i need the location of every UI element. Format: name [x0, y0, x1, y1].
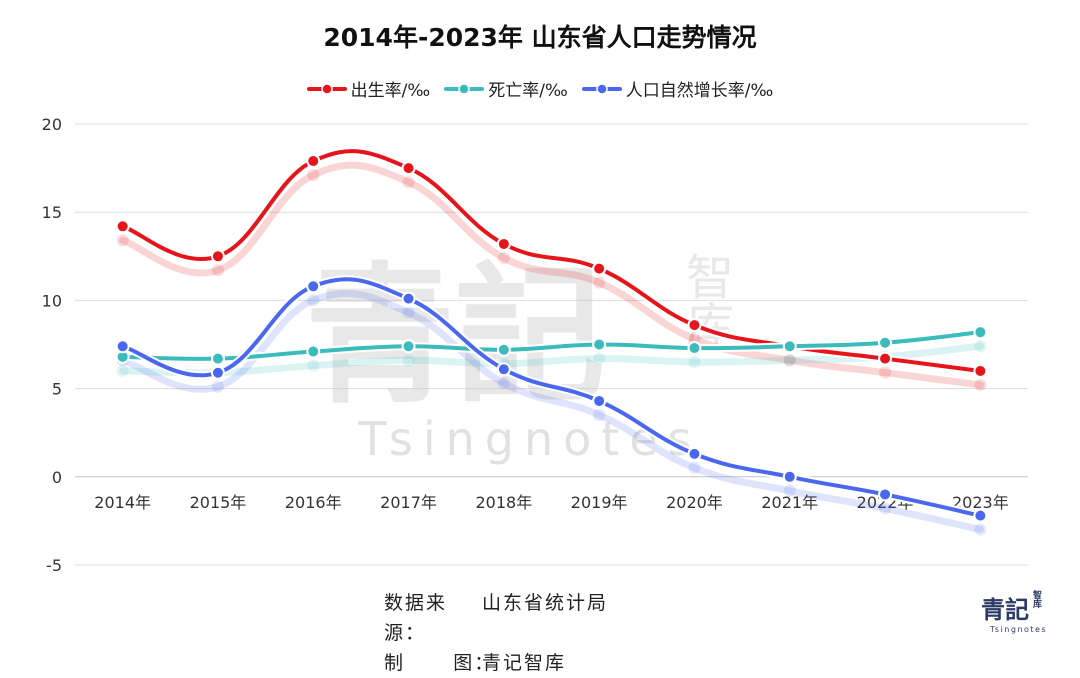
- y-tick-label: 10: [42, 291, 62, 310]
- data-point-death[interactable]: [878, 335, 893, 350]
- data-point-growth[interactable]: [592, 393, 607, 408]
- legend-marker-growth: [581, 82, 622, 95]
- point-shadow-growth: [593, 408, 606, 421]
- maker-key: 制 图：: [384, 652, 496, 674]
- chart-title: 2014年-2023年 山东省人口走势情况: [323, 23, 757, 52]
- data-point-growth[interactable]: [878, 487, 893, 502]
- x-tick-label: 2019年: [571, 493, 628, 512]
- point-shadow-birth: [307, 169, 320, 182]
- series-line-birth: [120, 149, 983, 373]
- point-shadow-death: [307, 359, 320, 372]
- data-point-birth[interactable]: [878, 351, 893, 366]
- legend-item-death[interactable]: 死亡率/‰: [444, 76, 568, 101]
- data-point-growth[interactable]: [973, 508, 988, 523]
- data-point-birth[interactable]: [496, 236, 511, 251]
- point-shadow-death: [688, 356, 701, 369]
- data-point-birth[interactable]: [592, 261, 607, 276]
- data-point-growth[interactable]: [210, 365, 225, 380]
- data-point-death[interactable]: [496, 342, 511, 357]
- legend-marker-death: [444, 82, 485, 95]
- data-point-birth[interactable]: [401, 161, 416, 176]
- y-tick-label: 5: [52, 380, 62, 399]
- brand-en-text: Tsingnotes: [989, 625, 1048, 634]
- y-tick-label: -5: [46, 556, 62, 575]
- x-tick-label: 2015年: [190, 493, 247, 512]
- point-shadow-death: [593, 352, 606, 365]
- legend-label-death: 死亡率/‰: [488, 81, 568, 101]
- brand-main-text: 青記: [981, 595, 1029, 624]
- point-shadow-growth: [211, 380, 224, 393]
- x-tick-label: 2017年: [380, 493, 437, 512]
- data-point-birth[interactable]: [687, 318, 702, 333]
- point-shadow-growth: [688, 461, 701, 474]
- point-shadow-death: [974, 340, 987, 353]
- data-point-death[interactable]: [210, 351, 225, 366]
- y-tick-label: 20: [42, 115, 62, 134]
- maker-value: 青记智库: [482, 652, 567, 674]
- legend-label-growth: 人口自然增长率/‰: [625, 81, 774, 101]
- x-tick-label: 2020年: [666, 493, 723, 512]
- point-shadow-growth: [497, 377, 510, 390]
- point-shadow-death: [116, 364, 129, 377]
- footer-source: 数据来源： 山东省统计局 制 图： 青记智库: [384, 588, 608, 678]
- series-line-growth: [120, 277, 983, 518]
- legend-marker-birth: [306, 82, 347, 95]
- point-shadow-growth: [879, 502, 892, 515]
- point-shadow-birth: [402, 176, 415, 189]
- x-tick-label: 2018年: [475, 493, 532, 512]
- x-tick-label: 2021年: [761, 493, 818, 512]
- data-point-death[interactable]: [592, 337, 607, 352]
- data-point-death[interactable]: [782, 339, 797, 354]
- brand-logo: 青記 智库 Tsingnotes: [981, 590, 1056, 634]
- point-shadow-growth: [402, 306, 415, 319]
- data-point-growth[interactable]: [687, 446, 702, 461]
- data-point-birth[interactable]: [115, 219, 130, 234]
- y-tick-label: 15: [42, 203, 62, 222]
- data-point-death[interactable]: [306, 344, 321, 359]
- x-tick-label: 2023年: [952, 493, 1009, 512]
- data-point-birth[interactable]: [210, 249, 225, 264]
- point-shadow-birth: [497, 251, 510, 264]
- data-point-growth[interactable]: [782, 469, 797, 484]
- legend-item-growth[interactable]: 人口自然增长率/‰: [581, 76, 774, 101]
- source-value: 山东省统计局: [482, 592, 609, 614]
- data-point-growth[interactable]: [115, 339, 130, 354]
- data-point-death[interactable]: [687, 341, 702, 356]
- point-shadow-death: [402, 354, 415, 367]
- point-shadow-growth: [783, 484, 796, 497]
- data-point-death[interactable]: [973, 325, 988, 340]
- data-point-death[interactable]: [401, 339, 416, 354]
- point-shadow-birth: [211, 264, 224, 277]
- legend-label-birth: 出生率/‰: [350, 81, 431, 101]
- data-point-growth[interactable]: [306, 279, 321, 294]
- x-tick-label: 2016年: [285, 493, 342, 512]
- data-point-growth[interactable]: [496, 362, 511, 377]
- series-shadow-growth: [119, 289, 984, 534]
- chart-legend: 出生率/‰ 死亡率/‰ 人口自然增长率/‰: [0, 76, 1080, 101]
- watermark-en: Tsingnotes: [357, 412, 701, 466]
- series-line-death: [120, 330, 983, 361]
- point-shadow-death: [783, 354, 796, 367]
- data-point-growth[interactable]: [401, 291, 416, 306]
- data-point-birth[interactable]: [306, 154, 321, 169]
- legend-item-birth[interactable]: 出生率/‰: [306, 76, 431, 101]
- y-tick-label: 0: [52, 468, 62, 487]
- point-shadow-birth: [879, 366, 892, 379]
- x-tick-label: 2014年: [94, 493, 151, 512]
- point-shadow-birth: [783, 354, 796, 367]
- point-shadow-birth: [974, 378, 987, 391]
- series-shadow-death: [119, 342, 984, 377]
- brand-side-text: 智库: [1031, 590, 1041, 608]
- series-shadow-birth: [119, 161, 984, 389]
- point-shadow-growth: [307, 294, 320, 307]
- point-shadow-birth: [593, 276, 606, 289]
- point-shadow-growth: [974, 523, 987, 536]
- point-shadow-birth: [116, 234, 129, 247]
- source-key: 数据来源：: [384, 592, 448, 644]
- data-point-birth[interactable]: [973, 363, 988, 378]
